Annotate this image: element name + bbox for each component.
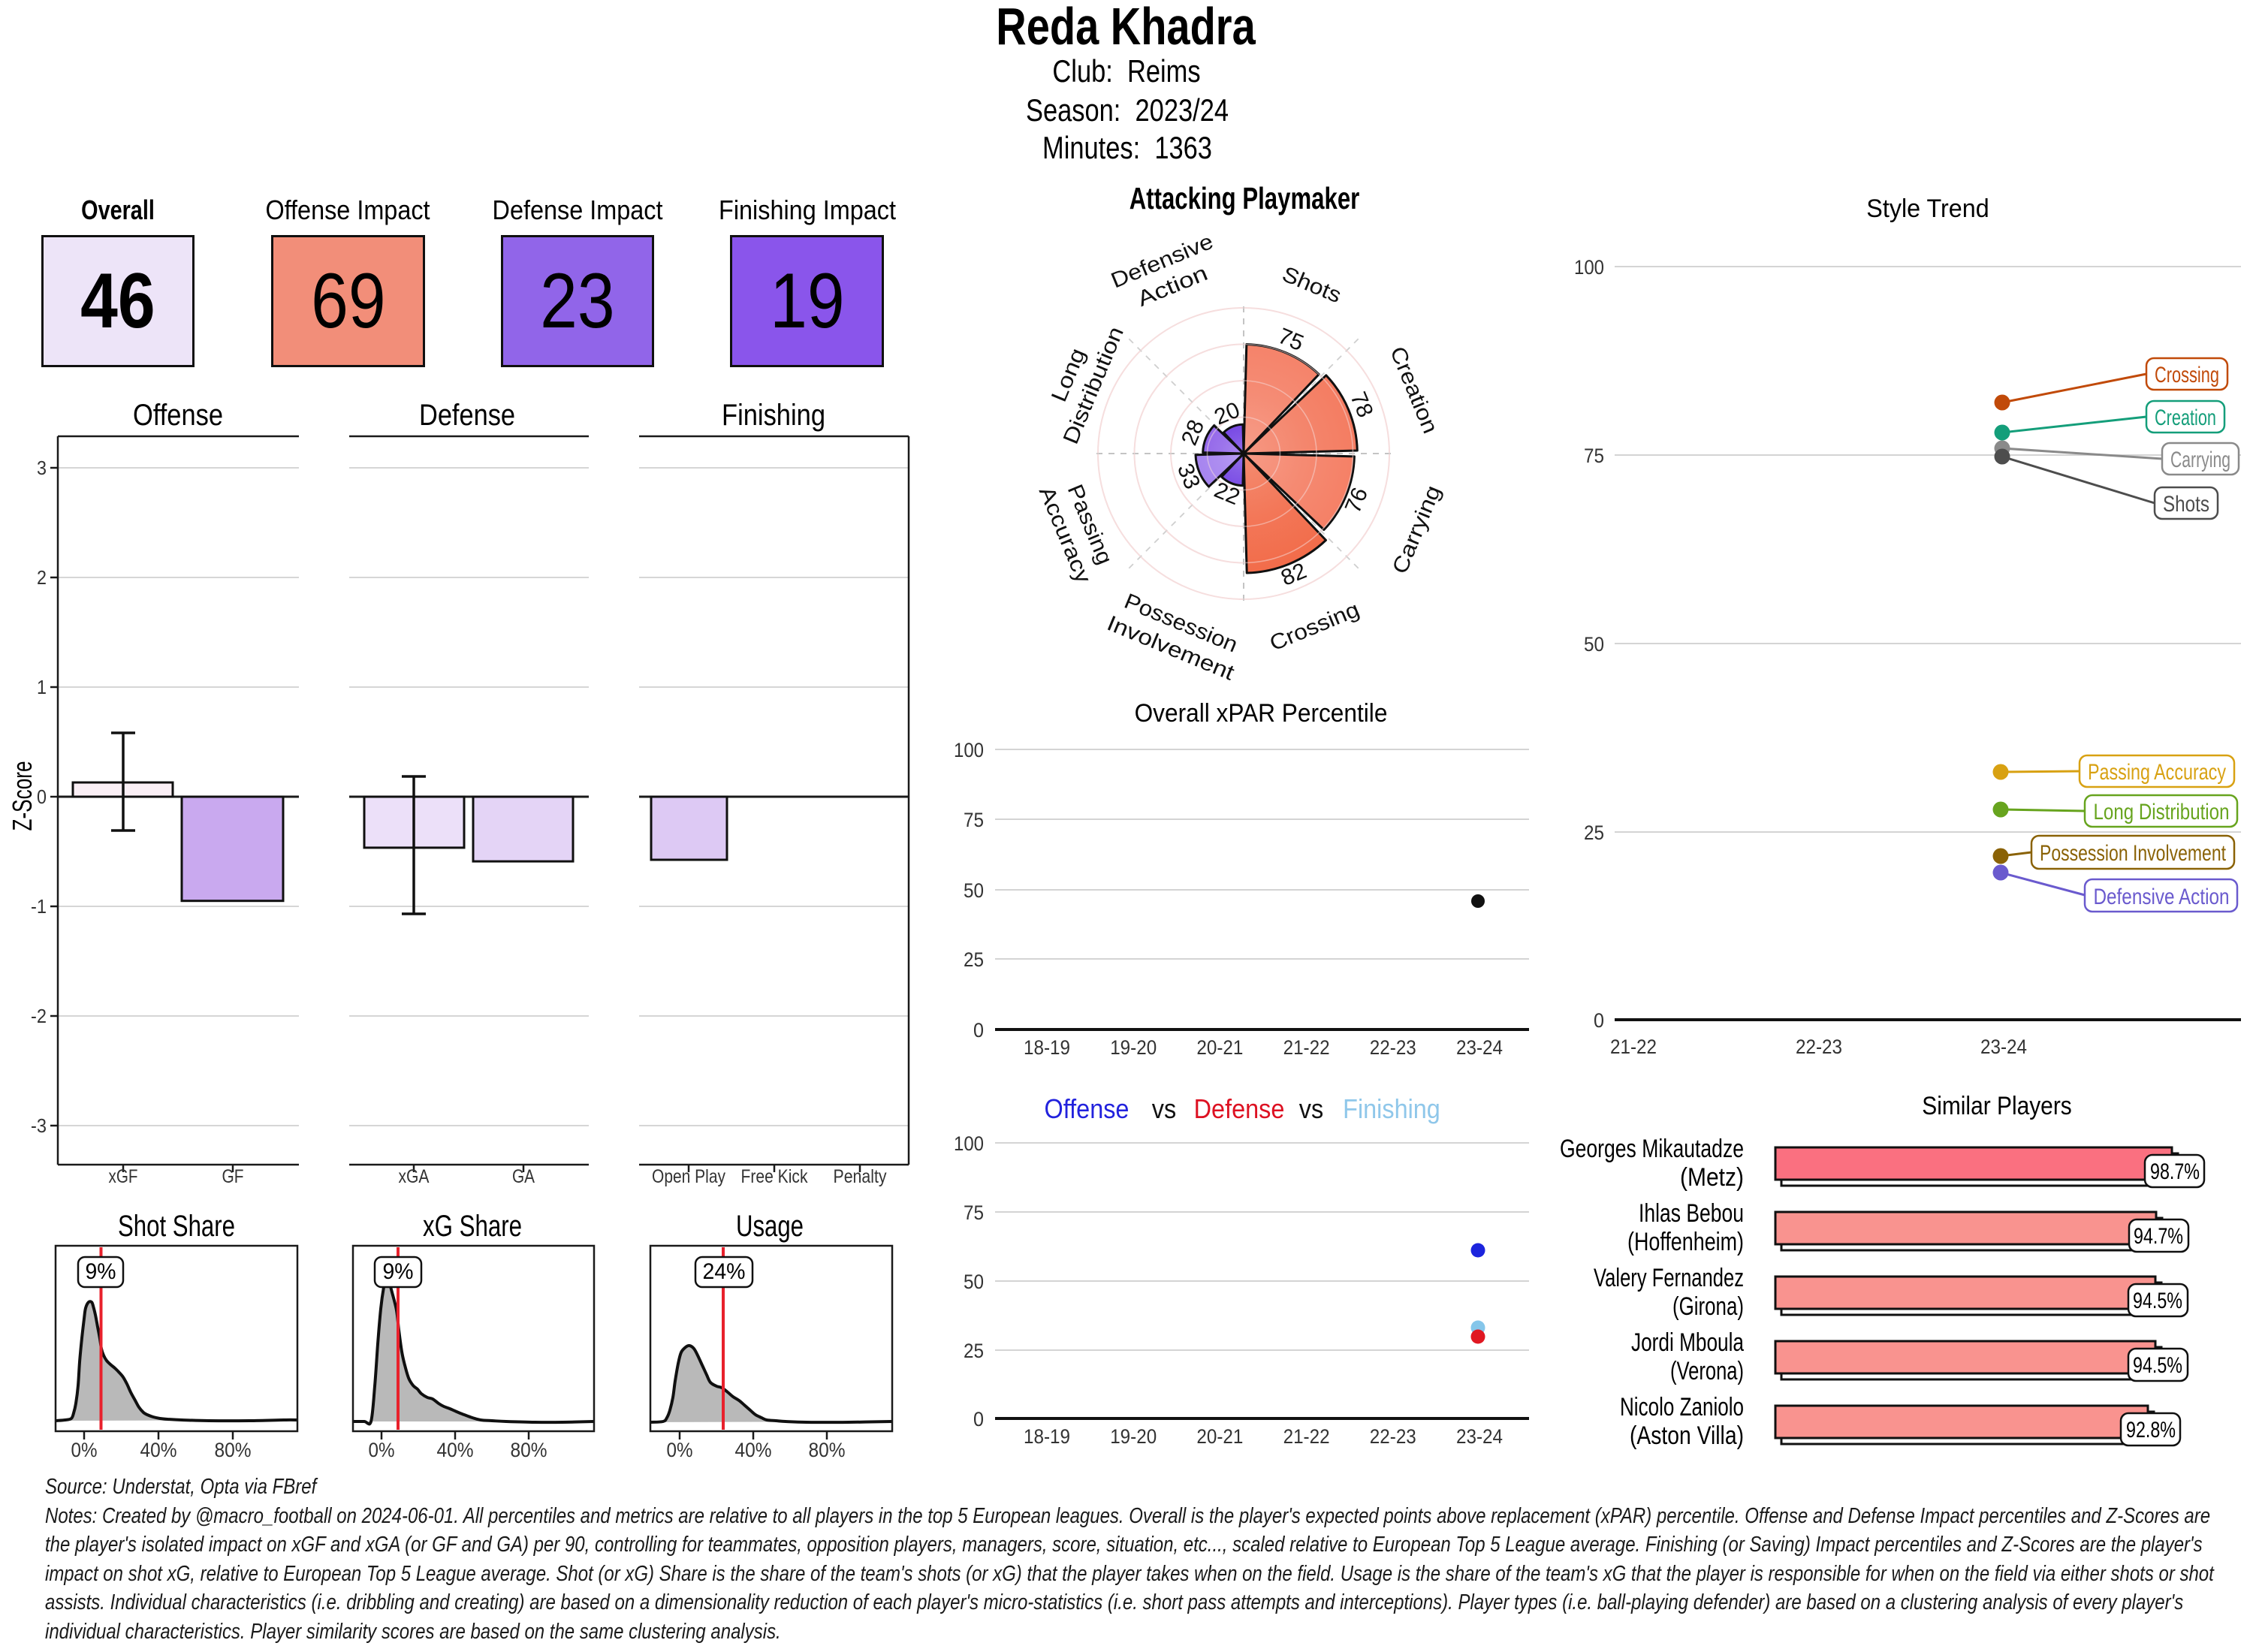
svg-text:-1: -1: [31, 895, 47, 918]
svg-text:0: 0: [973, 1408, 984, 1430]
svg-text:Z-Score: Z-Score: [7, 761, 38, 831]
svg-text:50: 50: [964, 1271, 984, 1293]
svg-text:100: 100: [954, 1132, 984, 1155]
svg-text:xG Share: xG Share: [423, 1210, 522, 1243]
svg-text:23-24: 23-24: [1980, 1036, 2027, 1058]
svg-text:(Verona): (Verona): [1670, 1357, 1744, 1385]
svg-text:24%: 24%: [703, 1259, 746, 1284]
svg-text:-2: -2: [31, 1005, 47, 1027]
svg-text:GF: GF: [222, 1166, 244, 1187]
svg-text:Jordi Mboula: Jordi Mboula: [1631, 1328, 1744, 1357]
svg-text:25: 25: [1584, 821, 1604, 844]
svg-text:2: 2: [37, 566, 47, 589]
svg-text:21-22: 21-22: [1283, 1425, 1330, 1448]
svg-text:Carrying: Carrying: [1388, 482, 1446, 577]
svg-text:18-19: 18-19: [1024, 1425, 1070, 1448]
svg-text:Long Distribution: Long Distribution: [2094, 800, 2230, 824]
svg-text:50: 50: [1584, 633, 1604, 656]
svg-text:0: 0: [37, 785, 47, 808]
svg-text:Shots: Shots: [1279, 262, 1345, 308]
svg-text:Finishing: Finishing: [722, 399, 825, 432]
svg-text:23-24: 23-24: [1456, 1425, 1503, 1448]
svg-text:(Aston Villa): (Aston Villa): [1630, 1421, 1744, 1450]
svg-text:98.7%: 98.7%: [2150, 1159, 2200, 1184]
svg-text:0%: 0%: [369, 1439, 395, 1461]
svg-text:9%: 9%: [86, 1259, 116, 1284]
svg-text:18-19: 18-19: [1024, 1036, 1070, 1059]
svg-text:25: 25: [964, 948, 984, 971]
svg-text:0%: 0%: [667, 1439, 693, 1461]
svg-text:40%: 40%: [437, 1439, 474, 1461]
svg-text:80%: 80%: [809, 1439, 846, 1461]
svg-text:Possession Involvement: Possession Involvement: [2040, 841, 2227, 866]
svg-text:21-22: 21-22: [1283, 1036, 1330, 1059]
svg-text:80%: 80%: [511, 1439, 547, 1461]
svg-text:94.7%: 94.7%: [2134, 1224, 2183, 1249]
svg-text:0%: 0%: [71, 1439, 98, 1461]
svg-text:GA: GA: [512, 1166, 535, 1187]
svg-text:Crossing: Crossing: [2155, 363, 2219, 387]
svg-text:Defense: Defense: [419, 399, 515, 432]
svg-text:Offense: Offense: [133, 399, 223, 432]
svg-text:40%: 40%: [735, 1439, 772, 1461]
svg-text:75: 75: [964, 1201, 984, 1224]
svg-text:50: 50: [964, 879, 984, 902]
svg-text:75: 75: [964, 809, 984, 831]
svg-text:Crossing: Crossing: [1266, 598, 1363, 656]
svg-text:40%: 40%: [140, 1439, 177, 1461]
svg-text:Ihlas Bebou: Ihlas Bebou: [1639, 1199, 1744, 1228]
svg-text:22-23: 22-23: [1370, 1036, 1416, 1059]
svg-text:Penalty: Penalty: [834, 1166, 887, 1187]
svg-text:100: 100: [954, 739, 984, 761]
svg-text:Georges Mikautadze: Georges Mikautadze: [1560, 1135, 1744, 1163]
svg-text:Passing Accuracy: Passing Accuracy: [2088, 760, 2226, 785]
svg-text:25: 25: [964, 1340, 984, 1362]
svg-text:22-23: 22-23: [1796, 1036, 1842, 1058]
svg-text:0: 0: [1594, 1009, 1604, 1032]
svg-text:Creation: Creation: [1385, 343, 1442, 437]
svg-text:19-20: 19-20: [1110, 1425, 1157, 1448]
svg-text:Creation: Creation: [2155, 405, 2216, 430]
svg-text:Carrying: Carrying: [2170, 448, 2230, 472]
svg-text:(Metz): (Metz): [1680, 1163, 1744, 1192]
svg-text:21-22: 21-22: [1610, 1036, 1657, 1058]
svg-text:Shot Share: Shot Share: [118, 1210, 235, 1243]
svg-text:94.5%: 94.5%: [2133, 1353, 2182, 1378]
svg-text:19-20: 19-20: [1110, 1036, 1157, 1059]
svg-text:Defensive Action: Defensive Action: [2094, 885, 2230, 909]
svg-text:0: 0: [973, 1019, 984, 1042]
svg-text:9%: 9%: [383, 1259, 414, 1284]
svg-text:20-21: 20-21: [1196, 1425, 1243, 1448]
svg-text:92.8%: 92.8%: [2126, 1418, 2176, 1442]
svg-text:-3: -3: [31, 1114, 47, 1137]
svg-text:22-23: 22-23: [1370, 1425, 1416, 1448]
svg-text:20-21: 20-21: [1196, 1036, 1243, 1059]
svg-text:75: 75: [1584, 445, 1604, 467]
svg-text:Shots: Shots: [2163, 492, 2209, 517]
svg-text:(Girona): (Girona): [1672, 1292, 1744, 1321]
svg-text:Nicolo Zaniolo: Nicolo Zaniolo: [1620, 1393, 1744, 1421]
svg-text:100: 100: [1574, 256, 1604, 279]
svg-text:Free Kick: Free Kick: [741, 1166, 808, 1187]
svg-text:1: 1: [37, 676, 47, 698]
svg-text:xGF: xGF: [109, 1166, 138, 1187]
svg-text:80%: 80%: [215, 1439, 252, 1461]
svg-text:Open Play: Open Play: [652, 1166, 725, 1187]
svg-text:3: 3: [37, 457, 47, 479]
svg-text:xGA: xGA: [399, 1166, 430, 1187]
svg-text:23-24: 23-24: [1456, 1036, 1503, 1059]
svg-text:94.5%: 94.5%: [2133, 1289, 2182, 1313]
svg-text:(Hoffenheim): (Hoffenheim): [1627, 1228, 1744, 1256]
svg-text:Usage: Usage: [736, 1210, 804, 1243]
svg-text:Valery Fernandez: Valery Fernandez: [1594, 1264, 1744, 1292]
